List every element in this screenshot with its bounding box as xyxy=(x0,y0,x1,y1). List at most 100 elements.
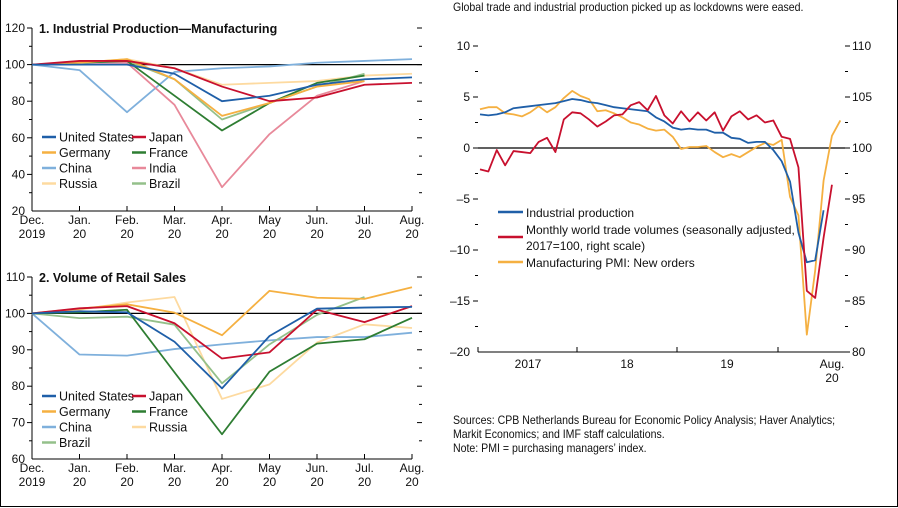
chart-global-trade: –20 –15 –10 –5 0 5 10 80 85 90 95 100 105 110 2017 18 19… xyxy=(450,39,872,385)
x-tick-label: Feb. xyxy=(115,461,139,475)
y-tick-label-left: 0 xyxy=(463,141,470,155)
legend-item-france: France xyxy=(132,405,188,419)
legend-item-united-states: United States xyxy=(42,131,134,145)
x-tick-label-year: 20 xyxy=(120,475,134,489)
x-tick-label: Jan. xyxy=(68,461,91,475)
x-tick-label-year: 20 xyxy=(73,475,87,489)
x-tick-label: May xyxy=(258,213,281,227)
y-tick-label-right: 80 xyxy=(852,345,866,359)
x-tick-label: Aug. xyxy=(400,213,425,227)
legend-label: Japan xyxy=(149,390,183,404)
legend-label: Brazil xyxy=(59,436,90,450)
y-tick-label-right: 100 xyxy=(852,141,872,155)
legend-item-japan: Japan xyxy=(132,390,183,404)
legend-item-germany: Germany xyxy=(42,146,111,160)
y-tick-label-right: 90 xyxy=(852,243,866,257)
x-tick-label-year: 20 xyxy=(215,475,229,489)
x-tick-label: Apr. xyxy=(211,213,232,227)
x-tick-label-year: 20 xyxy=(405,475,419,489)
legend: Industrial production Monthly world trade… xyxy=(498,206,795,270)
series-line-japan xyxy=(31,60,413,103)
series-line-china xyxy=(31,58,413,114)
x-tick-label-year: 2019 xyxy=(19,475,46,489)
y-tick-label-right: 85 xyxy=(852,294,866,308)
legend-label: France xyxy=(149,405,188,419)
y-tick-label-left: –5 xyxy=(457,192,471,206)
series-line-china xyxy=(31,312,413,357)
legend-item-brazil: Brazil xyxy=(132,177,180,191)
legend-item-germany: Germany xyxy=(42,405,111,419)
x-tick-label-year: 20 xyxy=(215,227,229,241)
y-tick-label: 60 xyxy=(12,131,26,145)
x-tick-label-year: 20 xyxy=(73,227,87,241)
legend-item-russia: Russia xyxy=(132,421,187,435)
series-line-united-states xyxy=(31,305,413,390)
series-line-monthly-world-trade-volumes xyxy=(479,95,833,299)
x-tick-label-year: 20 xyxy=(168,227,182,241)
y-tick-label: 100 xyxy=(5,306,25,320)
y-tick-label: 80 xyxy=(12,379,26,393)
y-tick-label-left: –10 xyxy=(450,243,470,257)
x-tick-label: Jun. xyxy=(306,461,329,475)
legend-label: Japan xyxy=(149,131,183,145)
legend-label: Germany xyxy=(59,146,111,160)
series-line-manufacturing-pmi xyxy=(479,89,842,336)
x-tick-label-year: 20 xyxy=(405,227,419,241)
x-tick-label: Feb. xyxy=(115,213,139,227)
legend-label: Manufacturing PMI: New orders xyxy=(526,256,695,270)
y-tick-label: 60 xyxy=(12,452,26,466)
legend-item-india: India xyxy=(132,162,176,176)
x-tick-label-year: 20 xyxy=(263,227,277,241)
x-tick-label-year: 20 xyxy=(358,475,372,489)
legend-item-united-states: United States xyxy=(42,390,134,404)
legend-label: Industrial production xyxy=(526,206,634,220)
y-tick-label-right: 110 xyxy=(852,39,871,53)
chart-industrial-production: 20406080100120Dec.2019Jan.20Feb.20Mar.20… xyxy=(5,21,424,241)
x-tick-label: 18 xyxy=(620,357,634,371)
legend-item-china: China xyxy=(42,162,92,176)
y-tick-label: 100 xyxy=(5,58,25,72)
series-line-brazil xyxy=(31,296,365,385)
legend-label: Russia xyxy=(59,177,97,191)
legend-label: Monthly world trade volumes (seasonally … xyxy=(526,223,795,237)
x-tick-label: 2017 xyxy=(515,357,542,371)
figure-subtitle: Global trade and industrial production p… xyxy=(453,0,804,14)
legend-label: China xyxy=(59,421,92,435)
x-tick-label: Aug. xyxy=(400,461,425,475)
x-tick-label-year: 20 xyxy=(310,475,324,489)
legend-item-france: France xyxy=(132,146,188,160)
y-tick-label-left: 10 xyxy=(457,39,471,53)
chart-retail-sales: 60708090100110Dec.2019Jan.20Feb.20Mar.20… xyxy=(5,270,424,489)
legend-item-industrial-production: Industrial production xyxy=(498,206,634,220)
x-tick-label: Mar. xyxy=(163,461,186,475)
x-tick-label-year: 20 xyxy=(263,475,277,489)
x-tick-label: 19 xyxy=(720,357,734,371)
legend-label: Germany xyxy=(59,405,111,419)
legend-item-monthly-world-trade-volumes: Monthly world trade volumes (seasonally … xyxy=(498,223,795,253)
series-line-japan xyxy=(31,305,413,360)
x-tick-label-year: 20 xyxy=(825,371,839,385)
x-tick-label-year: 20 xyxy=(358,227,372,241)
x-tick-label: Jul. xyxy=(355,461,374,475)
legend-item-china: China xyxy=(42,421,92,435)
legend: United States Japan Germany France China Indi… xyxy=(42,131,188,191)
x-tick-label: Mar. xyxy=(163,213,186,227)
y-tick-label: 70 xyxy=(12,416,26,430)
legend-item-japan: Japan xyxy=(132,131,183,145)
y-tick-label: 40 xyxy=(12,167,26,181)
legend-label: United States xyxy=(59,390,134,404)
x-tick-label: Dec. xyxy=(20,461,45,475)
x-tick-label: Aug. xyxy=(820,357,845,371)
panel-title: 2. Volume of Retail Sales xyxy=(39,271,186,285)
x-tick-label: Dec. xyxy=(20,213,45,227)
series-line-germany xyxy=(31,58,365,117)
x-tick-label: May xyxy=(258,461,281,475)
x-tick-label: Jul. xyxy=(355,213,374,227)
series-line-united-states xyxy=(32,63,413,103)
y-tick-label-right: 95 xyxy=(852,192,866,206)
y-tick-label: 110 xyxy=(6,270,25,284)
legend: United States Japan Germany France China Russ… xyxy=(42,390,188,450)
y-tick-label-left: –20 xyxy=(450,345,470,359)
x-tick-label: Apr. xyxy=(211,461,232,475)
legend-label: Russia xyxy=(149,421,187,435)
